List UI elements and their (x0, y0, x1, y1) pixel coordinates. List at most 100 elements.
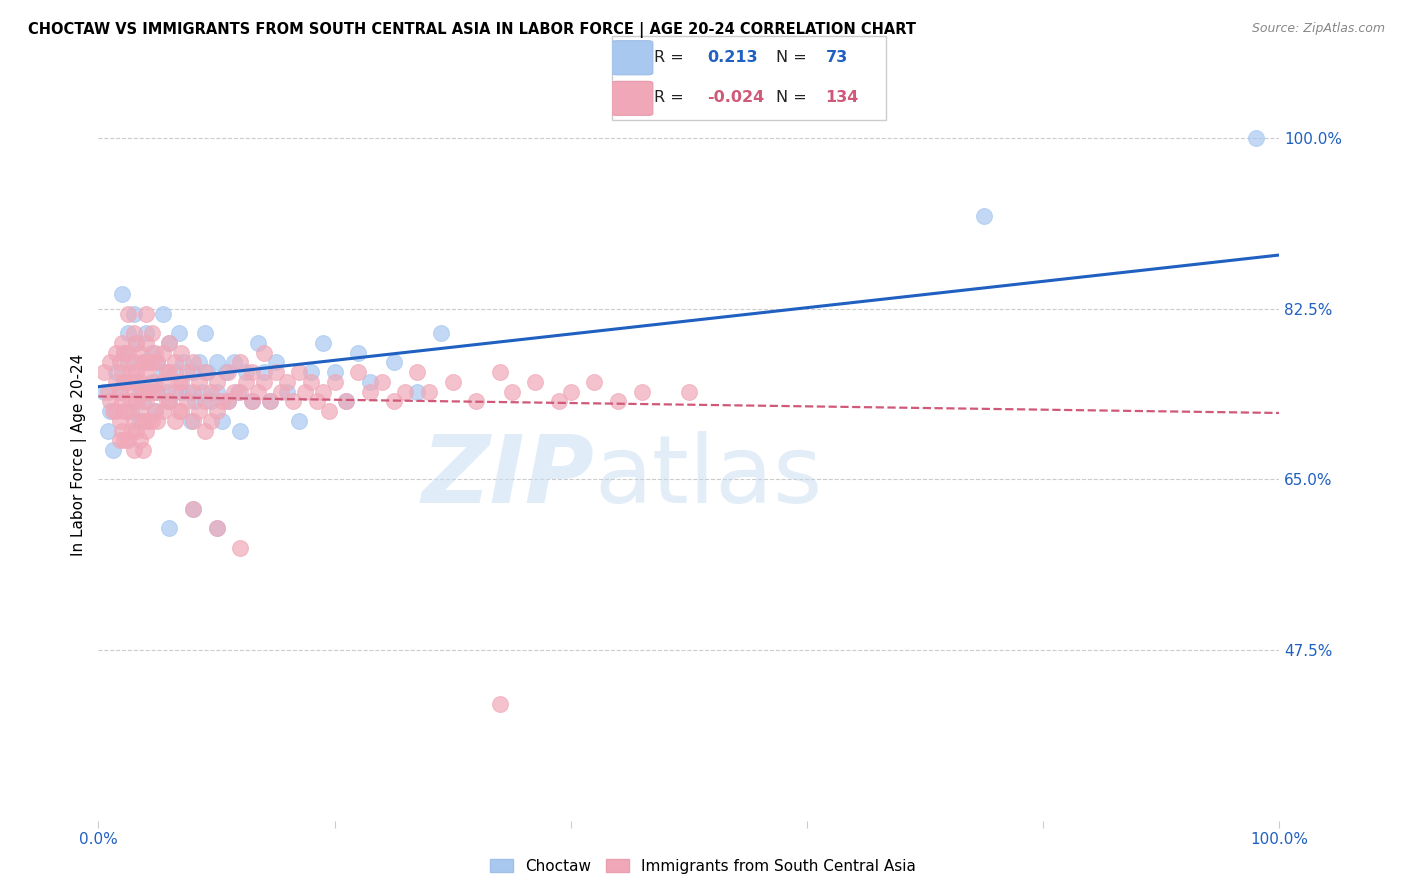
Point (430, 326, 453, 340)
Point (347, 345, 370, 359)
Point (394, 384, 416, 399)
Point (607, 394, 630, 409)
Point (152, 345, 174, 359)
Text: CHOCTAW VS IMMIGRANTS FROM SOUTH CENTRAL ASIA IN LABOR FORCE | AGE 20-24 CORRELA: CHOCTAW VS IMMIGRANTS FROM SOUTH CENTRAL… (28, 22, 917, 38)
Point (156, 365, 179, 379)
Point (224, 384, 246, 399)
Point (270, 384, 292, 399)
Point (93, 384, 115, 399)
Point (121, 424, 143, 438)
Point (181, 355, 204, 369)
Point (125, 335, 148, 350)
Point (630, 384, 652, 399)
Text: N =: N = (776, 50, 807, 65)
Point (240, 394, 263, 409)
Point (283, 394, 305, 409)
Legend: Choctaw, Immigrants from South Central Asia: Choctaw, Immigrants from South Central A… (484, 853, 922, 880)
Point (194, 326, 217, 340)
Point (560, 384, 582, 399)
Point (146, 384, 169, 399)
Point (371, 375, 394, 389)
Point (128, 404, 150, 418)
Point (97, 424, 120, 438)
Point (121, 365, 143, 379)
Point (165, 414, 187, 428)
Point (165, 365, 187, 379)
Point (132, 414, 155, 428)
Text: R =: R = (654, 90, 683, 105)
Point (200, 384, 222, 399)
Point (205, 404, 228, 418)
Point (105, 375, 128, 389)
Point (170, 345, 193, 359)
Point (211, 394, 233, 409)
Point (167, 375, 190, 389)
Point (136, 384, 159, 399)
Text: 134: 134 (825, 90, 859, 105)
Point (678, 384, 700, 399)
Point (141, 414, 163, 428)
Point (112, 345, 135, 359)
Point (125, 365, 148, 379)
Point (548, 394, 571, 409)
Point (122, 443, 145, 458)
Point (132, 355, 155, 369)
Point (406, 365, 429, 379)
Point (135, 335, 157, 350)
Point (93, 365, 115, 379)
Point (312, 384, 335, 399)
Point (98, 394, 121, 409)
Point (125, 375, 148, 389)
Point (465, 394, 488, 409)
Point (180, 414, 202, 428)
Text: atlas: atlas (595, 431, 823, 523)
Point (112, 375, 135, 389)
Point (194, 424, 217, 438)
Point (108, 434, 131, 448)
Point (335, 394, 357, 409)
Point (276, 375, 298, 389)
Point (187, 355, 209, 369)
Point (146, 384, 169, 399)
Point (121, 404, 143, 418)
Point (305, 394, 328, 409)
Point (176, 384, 198, 399)
Point (117, 434, 139, 448)
Point (191, 384, 214, 399)
Point (264, 355, 287, 369)
Point (335, 394, 357, 409)
Point (229, 424, 252, 438)
Point (122, 306, 145, 320)
Point (200, 394, 222, 409)
Point (128, 414, 150, 428)
Text: -0.024: -0.024 (707, 90, 765, 105)
Point (347, 365, 370, 379)
Point (98, 355, 121, 369)
Point (141, 375, 163, 389)
Point (141, 345, 163, 359)
Point (125, 424, 148, 438)
Point (157, 365, 180, 379)
Point (112, 404, 135, 418)
Point (187, 404, 209, 418)
Point (181, 501, 204, 516)
Point (146, 355, 169, 369)
Point (105, 404, 128, 418)
Point (501, 384, 523, 399)
Point (141, 355, 163, 369)
Point (136, 355, 159, 369)
Point (253, 365, 276, 379)
Point (143, 404, 166, 418)
Point (382, 394, 405, 409)
Point (111, 424, 134, 438)
Point (170, 384, 193, 399)
Point (524, 375, 547, 389)
Point (170, 404, 193, 418)
Point (111, 335, 134, 350)
Point (441, 375, 464, 389)
Point (135, 424, 157, 438)
Point (143, 404, 166, 418)
Point (194, 394, 217, 409)
Point (156, 384, 179, 399)
Point (152, 365, 174, 379)
